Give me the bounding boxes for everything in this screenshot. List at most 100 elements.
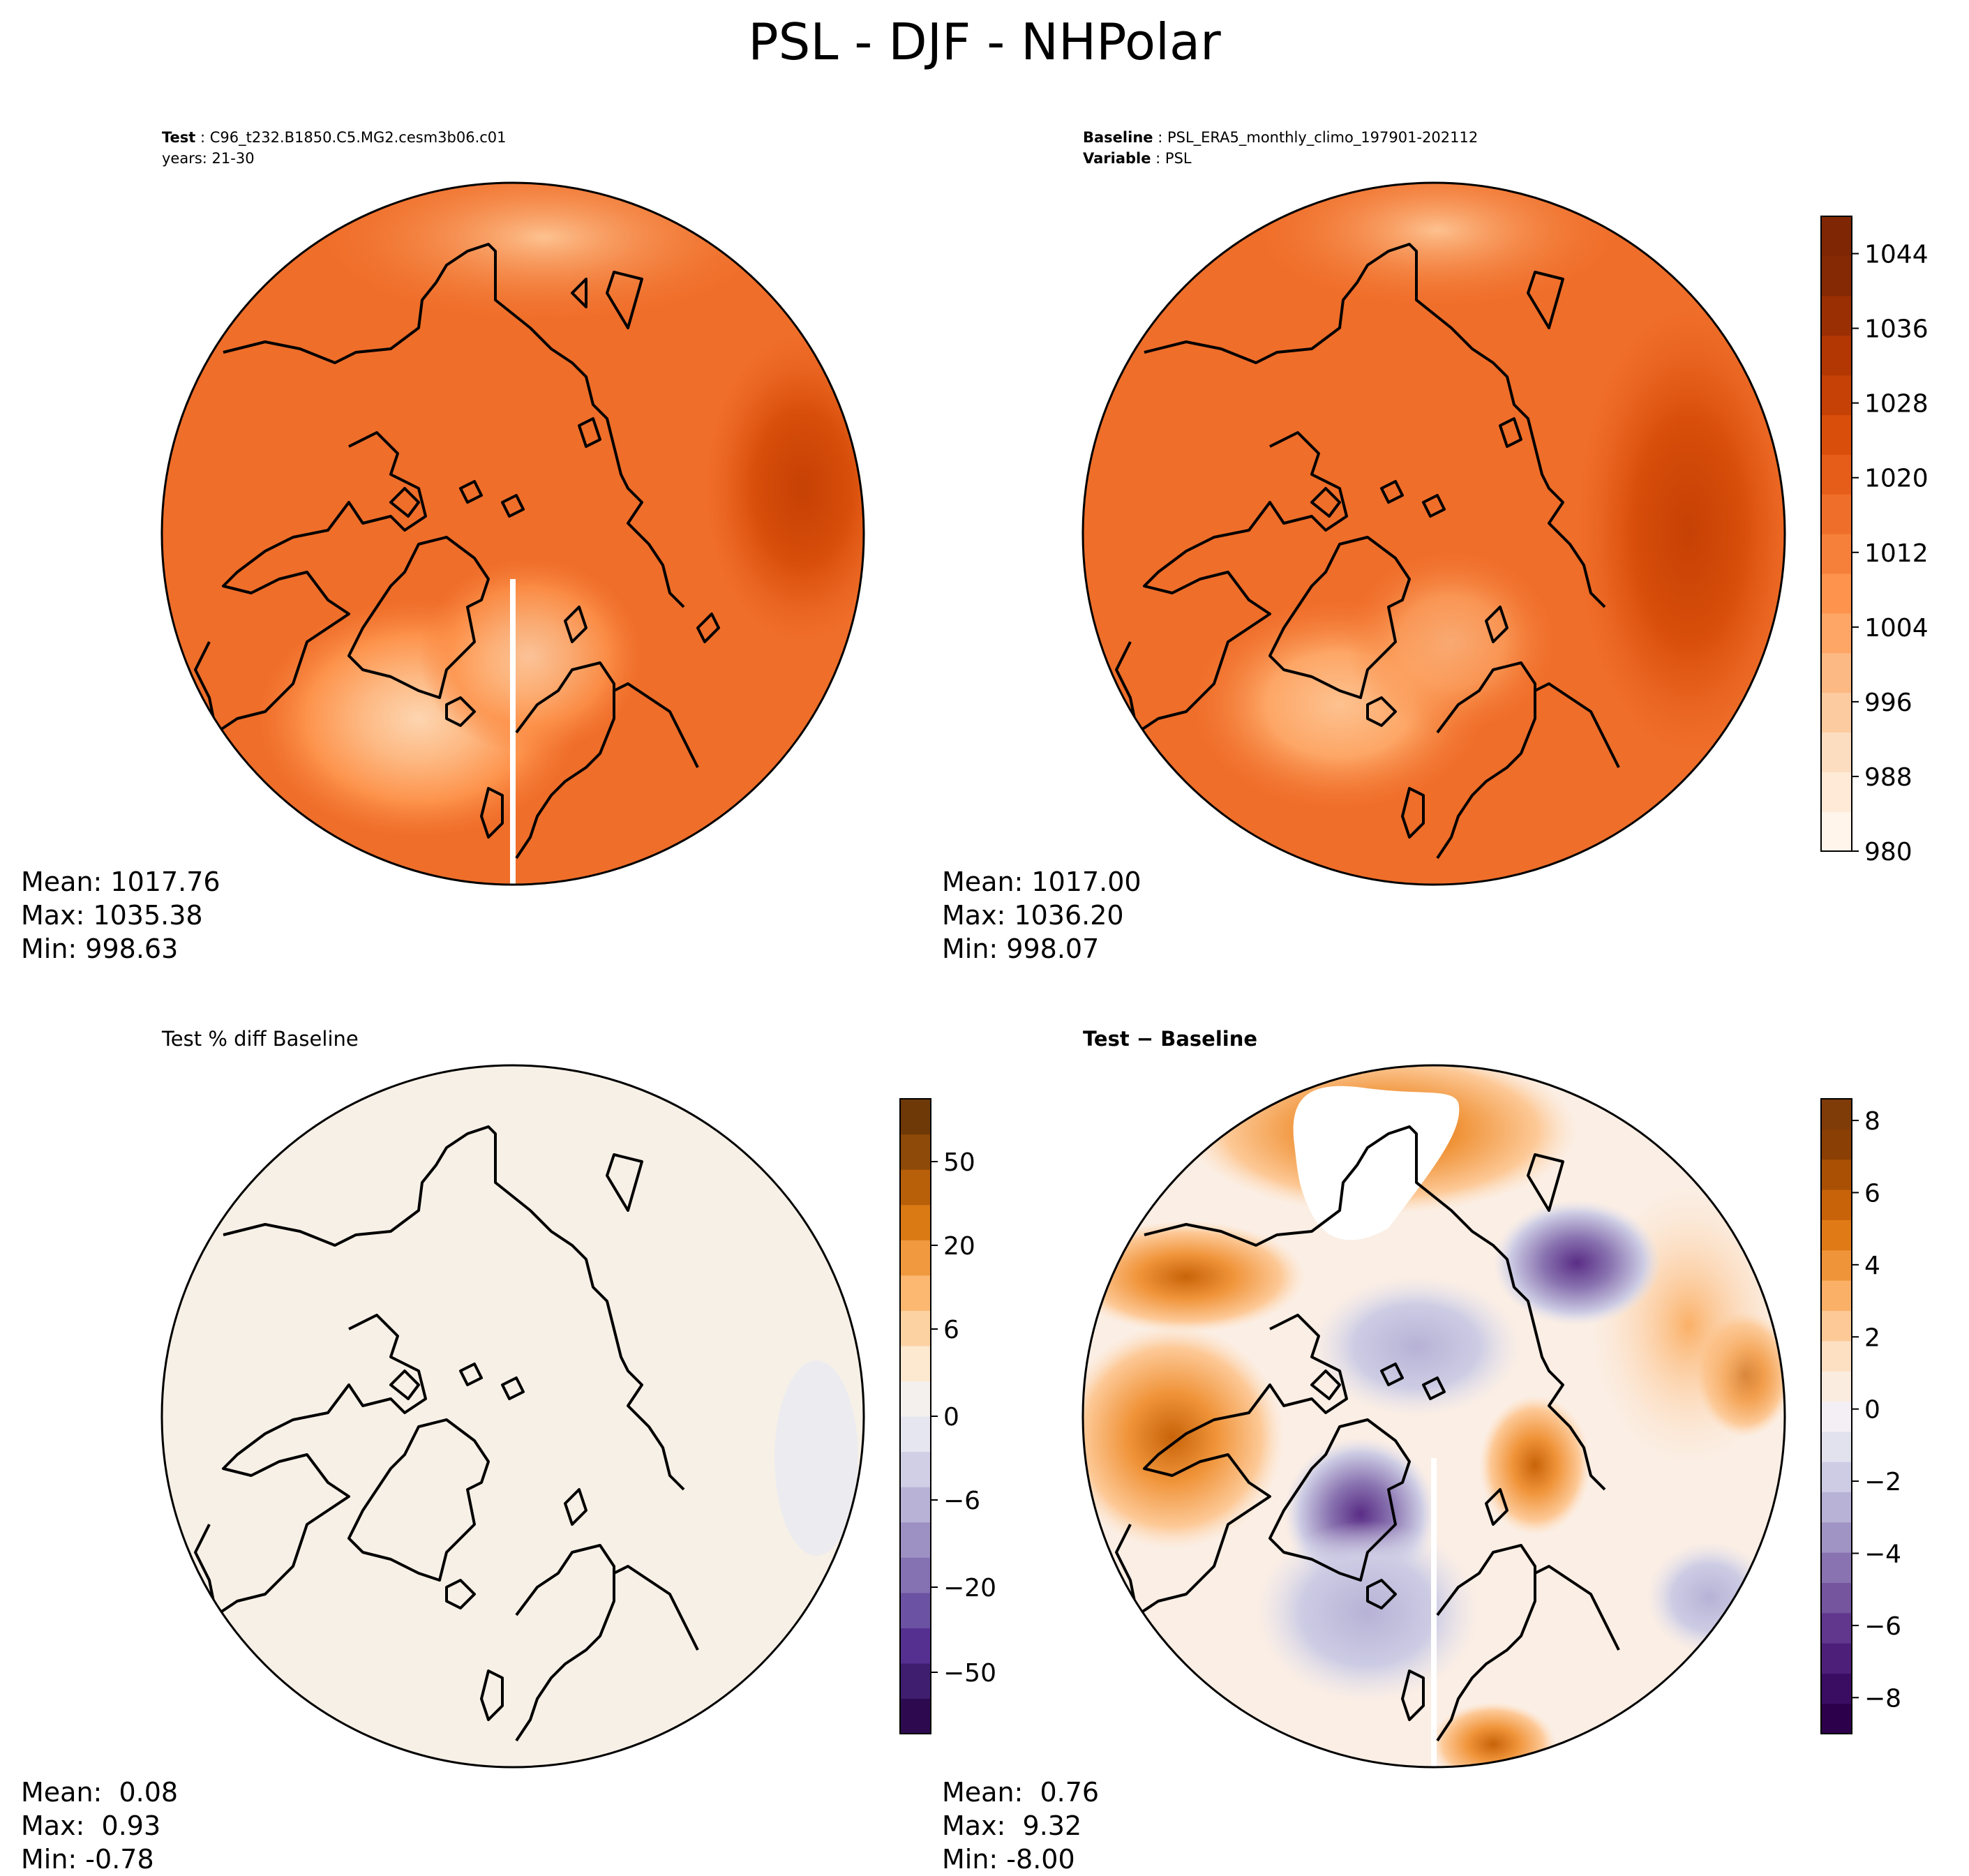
psl-color-step	[1821, 295, 1852, 336]
pct-diff-color-step	[900, 1487, 931, 1523]
baseline-stats: Mean: 1017.00 Max: 1036.20 Min: 998.07	[942, 865, 1141, 966]
pct-diff-color-step	[900, 1134, 931, 1170]
psl-color-step	[1821, 454, 1852, 495]
pct-diff-color-step	[900, 1592, 931, 1628]
test-years: years: 21-30	[162, 150, 255, 167]
pct-diff-color-step	[900, 1099, 931, 1135]
test-min: Min: 998.63	[21, 933, 179, 964]
diff-lavender-atlantic	[1256, 1521, 1479, 1702]
diff-tick-label: −2	[1864, 1468, 1901, 1496]
psl-color-step	[1821, 811, 1852, 852]
diff-color-step	[1821, 1250, 1852, 1281]
pct-diff-color-step	[900, 1345, 931, 1382]
diff-seam	[1431, 1458, 1437, 1767]
psl-colorbar-border	[1820, 216, 1852, 852]
diff-color-step	[1821, 1703, 1852, 1734]
diff-mean: Mean: 0.76	[942, 1777, 1100, 1808]
baseline-map-border	[1081, 181, 1786, 886]
psl-tick-label: 988	[1864, 763, 1912, 792]
pct-diff-color-step	[900, 1240, 931, 1276]
test-seam	[510, 579, 516, 885]
diff-tick-label: −4	[1864, 1540, 1901, 1568]
pct-diff-colorbar: 50 20 6 0 −6 −20 −50	[899, 1098, 996, 1734]
psl-colorbar: 1044 1036 1028 1020 1012 1004 996 988 980	[1820, 216, 1929, 866]
pct-diff-color-step	[900, 1310, 931, 1346]
diff-color-step	[1821, 1492, 1852, 1523]
diff-color-step	[1821, 1431, 1852, 1462]
baseline-max: Max: 1036.20	[942, 900, 1124, 931]
diff-tick-label: 6	[1864, 1179, 1880, 1208]
psl-color-step	[1821, 534, 1852, 574]
diff-color-step	[1821, 1522, 1852, 1553]
diff-color-step	[1821, 1643, 1852, 1674]
pct-diff-color-step	[900, 1557, 931, 1593]
pct-diff-map	[160, 1064, 865, 1769]
diff-color-step	[1821, 1673, 1852, 1704]
diff-orange-center	[1479, 1395, 1591, 1535]
psl-color-step	[1821, 255, 1852, 297]
baseline-min: Min: 998.07	[942, 933, 1100, 964]
diff-max: Max: 9.32	[942, 1810, 1082, 1841]
pct-diff-title: Test % diff Baseline	[162, 1027, 359, 1051]
pct-diff-color-step	[900, 1169, 931, 1206]
pct-diff-tick-label: 50	[943, 1148, 975, 1177]
diff-color-step	[1821, 1401, 1852, 1432]
diff-color-step	[1821, 1220, 1852, 1251]
pct-diff-map-border	[160, 1064, 865, 1769]
psl-color-step	[1821, 494, 1852, 534]
test-header: Test : C96_t232.B1850.C5.MG2.cesm3b06.c0…	[162, 129, 507, 167]
test-case-name: C96_t232.B1850.C5.MG2.cesm3b06.c01	[209, 129, 507, 146]
diff-tick-label: 0	[1864, 1396, 1880, 1425]
psl-color-step	[1821, 414, 1852, 455]
pct-diff-color-step	[900, 1628, 931, 1664]
pct-diff-color-step	[900, 1451, 931, 1487]
baseline-map	[1081, 181, 1786, 886]
psl-tick-label: 1012	[1864, 539, 1929, 568]
baseline-case-name: PSL_ERA5_monthly_climo_197901-202112	[1167, 129, 1478, 146]
diff-map	[1081, 1064, 1786, 1769]
psl-color-step	[1821, 652, 1852, 693]
baseline-coastlines	[1115, 243, 1620, 860]
test-coastlines	[194, 243, 720, 860]
test-map	[160, 181, 865, 886]
pct-diff-color-step	[900, 1416, 931, 1453]
pct-diff-color-step	[900, 1381, 931, 1417]
psl-tick-label: 1028	[1864, 390, 1929, 419]
psl-color-step	[1821, 335, 1852, 376]
pct-diff-slight-negative	[774, 1360, 858, 1556]
psl-tick-label: 996	[1864, 689, 1912, 717]
pct-diff-mean: Mean: 0.08	[21, 1777, 179, 1808]
diff-color-step	[1821, 1552, 1852, 1583]
pct-diff-color-step	[900, 1522, 931, 1558]
diff-color-step	[1821, 1582, 1852, 1614]
baseline-pale-band	[1256, 183, 1619, 307]
pct-diff-max: Max: 0.93	[21, 1810, 161, 1841]
psl-color-step	[1821, 772, 1852, 812]
psl-color-step	[1821, 613, 1852, 654]
test-low-2	[419, 558, 642, 753]
figure-title: PSL - DJF - NHPolar	[748, 13, 1221, 71]
diff-tick-label: −8	[1864, 1684, 1901, 1713]
pct-diff-tick-label: −6	[943, 1487, 980, 1515]
diff-map-border	[1081, 1064, 1786, 1769]
diff-masked-region	[1293, 1086, 1460, 1240]
pct-diff-color-step	[900, 1275, 931, 1311]
diff-lavender-siberia	[1647, 1542, 1772, 1653]
diff-orange-south	[1430, 1702, 1556, 1767]
diff-purple-north-east	[1493, 1200, 1661, 1326]
test-max: Max: 1035.38	[21, 900, 203, 931]
psl-tick-label: 1036	[1864, 315, 1929, 344]
psl-color-step	[1821, 692, 1852, 733]
diff-color-step	[1821, 1310, 1852, 1342]
pct-diff-color-step	[900, 1663, 931, 1699]
diff-lavender-arctic	[1312, 1277, 1521, 1416]
psl-tick-label: 1020	[1864, 465, 1929, 493]
pct-diff-tick-label: 6	[943, 1316, 959, 1344]
variable-name: PSL	[1165, 150, 1192, 167]
diff-tick-label: 4	[1864, 1252, 1880, 1280]
pct-diff-color-step	[900, 1204, 931, 1240]
psl-tick-label: 1044	[1864, 241, 1929, 269]
baseline-low-2	[1347, 551, 1556, 733]
diff-color-step	[1821, 1280, 1852, 1311]
baseline-high-east	[1577, 307, 1785, 753]
